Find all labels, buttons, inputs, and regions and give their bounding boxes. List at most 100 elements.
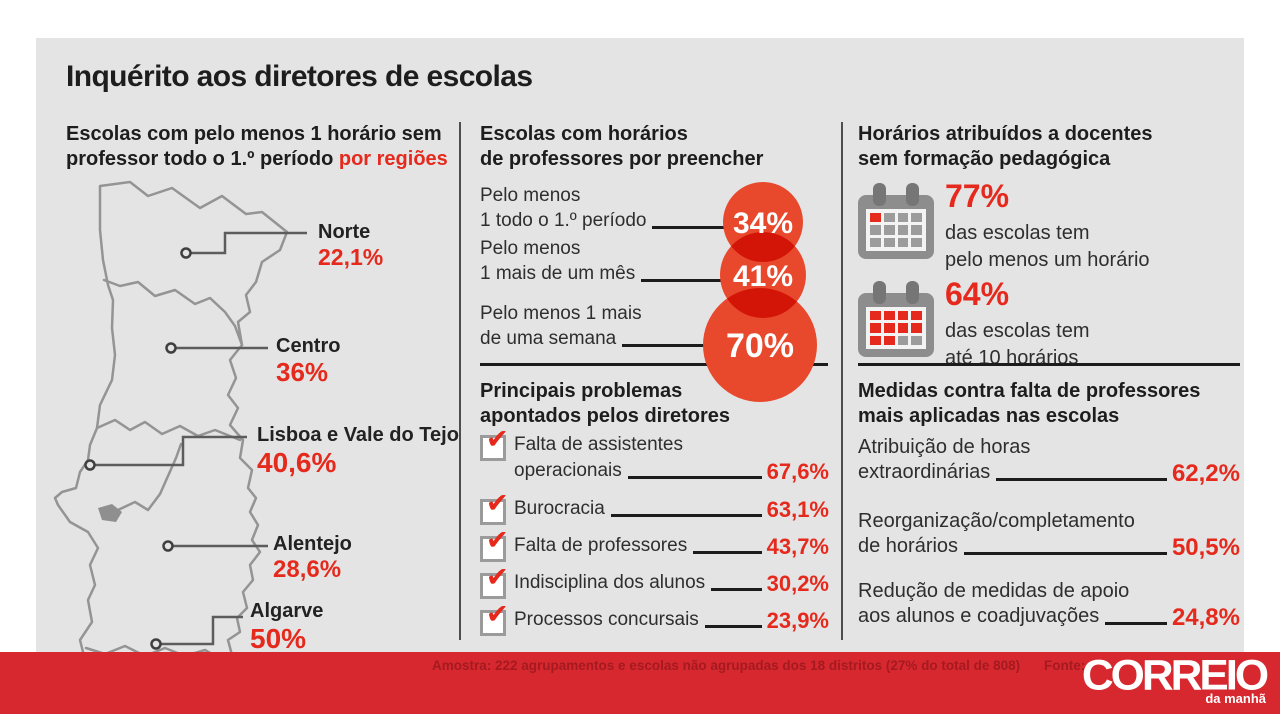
calendar-cell-red <box>883 335 895 345</box>
logo-wordmark: CORREIO <box>1081 652 1269 700</box>
vacancies-heading: Escolas com horários de professores por … <box>480 123 764 170</box>
leader-line <box>627 476 762 479</box>
calendar-cell-gray <box>897 237 909 247</box>
problem-value: 30,2% <box>766 571 829 596</box>
leader-line <box>610 514 762 517</box>
problem-row-professores: ✔ Falta de professores 43,7% <box>480 527 829 562</box>
measure-value: 62,2% <box>1171 460 1240 487</box>
calendar-icon <box>858 281 934 359</box>
region-name: Lisboa e Vale do Tejo <box>257 424 459 446</box>
check-icon: ✔ <box>486 562 509 593</box>
map-heading-line2: professor todo o 1.º período por regiões <box>66 148 448 170</box>
leader-algarve <box>156 615 243 646</box>
calendar-cell-red <box>911 311 922 321</box>
section-separator-right <box>858 363 1240 366</box>
measure-value: 50,5% <box>1171 534 1240 561</box>
leader-line <box>693 551 762 554</box>
footer-bar: Amostra: 222 agrupamentos e escolas não … <box>0 652 1280 714</box>
calendar-cell-red <box>870 311 881 321</box>
checkbox-icon: ✔ <box>480 527 509 562</box>
calendar-cell-gray <box>911 225 922 235</box>
vacancy-bubbles: 34% 41% 70% <box>703 182 817 402</box>
region-lisboa-vale-tejo: Lisboa e Vale do Tejo 40,6% <box>257 424 459 477</box>
no-training-value: 64% <box>945 276 1010 312</box>
checkbox-icon: ✔ <box>480 490 509 525</box>
no-training-heading: Horários atribuídos a docentes sem forma… <box>858 123 1153 170</box>
calendar-cell-red <box>870 213 881 223</box>
tejo-estuary <box>98 504 122 522</box>
map-section-heading: Escolas com pelo menos 1 horário sem pro… <box>66 122 448 172</box>
region-name: Algarve <box>250 600 324 622</box>
region-name: Norte <box>318 221 371 243</box>
source-label: Fonte: <box>1044 658 1086 673</box>
calendar-cell-gray <box>897 335 909 345</box>
bubble-70-value: 70% <box>726 327 794 365</box>
leader-line <box>652 226 743 229</box>
calendar-cell-gray <box>883 237 895 247</box>
map-heading-line1: Escolas com pelo menos 1 horário sem <box>66 123 442 145</box>
vacancy-item-mes: Pelo menos 1 mais de um mês <box>480 237 748 286</box>
leader-line <box>964 552 1167 555</box>
portugal-map <box>53 180 307 697</box>
calendar-cell-red <box>911 323 922 333</box>
region-value: 22,1% <box>318 244 384 270</box>
calendar-cell-gray <box>911 335 922 345</box>
leader-norte <box>186 231 307 255</box>
column-divider-1 <box>459 122 461 640</box>
vacancy-item-periodo: Pelo menos 1 todo o 1.º período <box>480 184 748 233</box>
check-icon: ✔ <box>486 525 509 556</box>
calendar-cell-red <box>870 323 881 333</box>
calendar-cell-red <box>870 335 881 345</box>
problem-value: 67,6% <box>766 459 829 484</box>
checkbox-icon: ✔ <box>480 426 509 461</box>
leader-lvt <box>90 435 247 467</box>
calendar-cell-gray <box>870 225 881 235</box>
bubble-70 <box>703 288 817 402</box>
marker-algarve <box>150 638 162 650</box>
measures-heading: Medidas contra falta de professores mais… <box>858 380 1201 427</box>
section-separator-middle <box>480 363 828 366</box>
region-name: Centro <box>276 335 341 357</box>
marker-norte <box>180 247 192 259</box>
leader-line <box>704 625 762 628</box>
logo-subtitle: da manhã <box>1205 691 1266 706</box>
calendar-cell-gray <box>911 237 922 247</box>
region-value: 36% <box>276 357 329 387</box>
calendar-cell-red <box>883 311 895 321</box>
leader-line <box>622 344 731 347</box>
border-lvt-alentejo <box>116 442 183 512</box>
no-training-value: 77% <box>945 178 1010 214</box>
region-value: 28,6% <box>273 556 342 583</box>
column-divider-2 <box>841 122 843 640</box>
measure-row-reducao-apoio: Redução de medidas de apoio aos alunos e… <box>858 580 1240 631</box>
calendar-cell-gray <box>883 225 895 235</box>
region-value: 50% <box>250 623 307 654</box>
border-norte-centro <box>102 278 244 347</box>
calendar-cell-gray <box>870 237 881 247</box>
vacancy-item-semana: Pelo menos 1 mais de uma semana <box>480 302 736 351</box>
calendar-cell-red <box>883 323 895 333</box>
problem-value: 23,9% <box>766 608 829 633</box>
check-icon: ✔ <box>486 599 509 630</box>
marker-centro <box>165 342 177 354</box>
calendar-cell-gray <box>911 213 922 223</box>
problem-row-assistentes: ✔ Falta de assistentes operacionais 67,6% <box>480 426 829 484</box>
check-icon: ✔ <box>486 424 509 455</box>
calendar-cell-red <box>897 311 909 321</box>
measure-value: 24,8% <box>1171 604 1240 631</box>
leader-line <box>711 588 762 591</box>
page-title: Inquérito aos diretores de escolas <box>66 60 533 93</box>
leader-line <box>996 478 1167 481</box>
region-algarve: Algarve 50% <box>250 600 323 653</box>
calendar-cell-red <box>897 323 909 333</box>
map-heading-accent: por regiões <box>338 148 448 170</box>
bubble-34-value: 34% <box>733 207 793 240</box>
border-centro-sul <box>95 418 242 442</box>
region-centro: Centro 36% <box>276 335 340 386</box>
marker-lvt <box>84 459 96 471</box>
calendar-icon <box>858 183 934 261</box>
region-value: 40,6% <box>257 447 337 478</box>
calendar-cell-gray <box>883 213 895 223</box>
problem-row-burocracia: ✔ Burocracia 63,1% <box>480 490 829 525</box>
bubble-41-value: 41% <box>733 260 793 293</box>
